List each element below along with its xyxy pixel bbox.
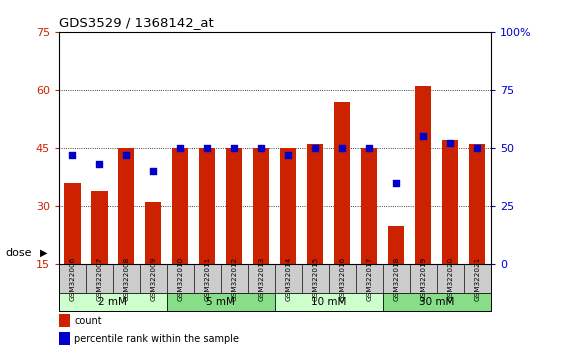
Bar bbox=[172, 148, 188, 264]
Bar bbox=[307, 144, 324, 264]
Point bbox=[122, 152, 131, 158]
Bar bbox=[140, 264, 167, 293]
Bar bbox=[59, 332, 70, 345]
Text: GSM322021: GSM322021 bbox=[475, 257, 480, 301]
Bar bbox=[361, 148, 378, 264]
Point bbox=[149, 169, 158, 174]
Text: GSM322018: GSM322018 bbox=[393, 257, 399, 301]
Text: GSM322010: GSM322010 bbox=[177, 257, 183, 301]
Text: dose: dose bbox=[6, 248, 32, 258]
Bar bbox=[464, 264, 491, 293]
Point bbox=[203, 145, 212, 151]
Bar bbox=[383, 293, 491, 311]
Point bbox=[230, 145, 239, 151]
Text: 30 mM: 30 mM bbox=[419, 297, 454, 307]
Point bbox=[176, 145, 185, 151]
Bar bbox=[280, 148, 297, 264]
Text: count: count bbox=[74, 316, 102, 326]
Bar bbox=[86, 264, 113, 293]
Text: ▶: ▶ bbox=[40, 248, 48, 258]
Bar bbox=[118, 148, 135, 264]
Point bbox=[446, 141, 455, 146]
Point bbox=[473, 145, 482, 151]
Point bbox=[68, 152, 77, 158]
Text: 10 mM: 10 mM bbox=[311, 297, 347, 307]
Bar bbox=[248, 264, 275, 293]
Text: GSM322011: GSM322011 bbox=[204, 257, 210, 301]
Bar bbox=[275, 293, 383, 311]
Bar bbox=[59, 264, 86, 293]
Text: GSM322009: GSM322009 bbox=[150, 257, 157, 301]
Text: GSM322012: GSM322012 bbox=[231, 257, 237, 301]
Point bbox=[392, 180, 401, 186]
Bar bbox=[113, 264, 140, 293]
Text: percentile rank within the sample: percentile rank within the sample bbox=[74, 334, 239, 344]
Point bbox=[365, 145, 374, 151]
Bar bbox=[356, 264, 383, 293]
Text: GSM322020: GSM322020 bbox=[447, 257, 453, 301]
Text: GSM322017: GSM322017 bbox=[366, 257, 373, 301]
Point bbox=[95, 161, 104, 167]
Text: GSM322019: GSM322019 bbox=[420, 257, 426, 301]
Bar bbox=[388, 225, 404, 264]
Bar bbox=[59, 314, 70, 327]
Bar bbox=[469, 144, 485, 264]
Bar bbox=[275, 264, 302, 293]
Point bbox=[311, 145, 320, 151]
Text: 5 mM: 5 mM bbox=[206, 297, 235, 307]
Bar bbox=[437, 264, 464, 293]
Bar bbox=[194, 264, 221, 293]
Bar bbox=[145, 202, 162, 264]
Text: GSM322015: GSM322015 bbox=[312, 257, 319, 301]
Bar bbox=[334, 102, 351, 264]
Text: GSM322014: GSM322014 bbox=[286, 257, 291, 301]
Bar bbox=[226, 148, 242, 264]
Bar bbox=[415, 86, 431, 264]
Text: GSM322006: GSM322006 bbox=[70, 257, 75, 301]
Text: GSM322007: GSM322007 bbox=[96, 257, 103, 301]
Bar bbox=[59, 293, 167, 311]
Bar bbox=[383, 264, 410, 293]
Point bbox=[284, 152, 293, 158]
Point bbox=[257, 145, 266, 151]
Text: 2 mM: 2 mM bbox=[99, 297, 127, 307]
Point bbox=[338, 145, 347, 151]
Text: GSM322013: GSM322013 bbox=[259, 257, 264, 301]
Bar bbox=[167, 293, 275, 311]
Bar bbox=[221, 264, 248, 293]
Bar bbox=[442, 140, 458, 264]
Bar bbox=[410, 264, 437, 293]
Bar bbox=[199, 148, 215, 264]
Bar bbox=[329, 264, 356, 293]
Bar bbox=[91, 191, 108, 264]
Text: GSM322016: GSM322016 bbox=[339, 257, 346, 301]
Bar bbox=[254, 148, 269, 264]
Bar bbox=[167, 264, 194, 293]
Bar bbox=[302, 264, 329, 293]
Point bbox=[419, 133, 428, 139]
Text: GDS3529 / 1368142_at: GDS3529 / 1368142_at bbox=[59, 16, 214, 29]
Text: GSM322008: GSM322008 bbox=[123, 257, 130, 301]
Bar bbox=[65, 183, 81, 264]
